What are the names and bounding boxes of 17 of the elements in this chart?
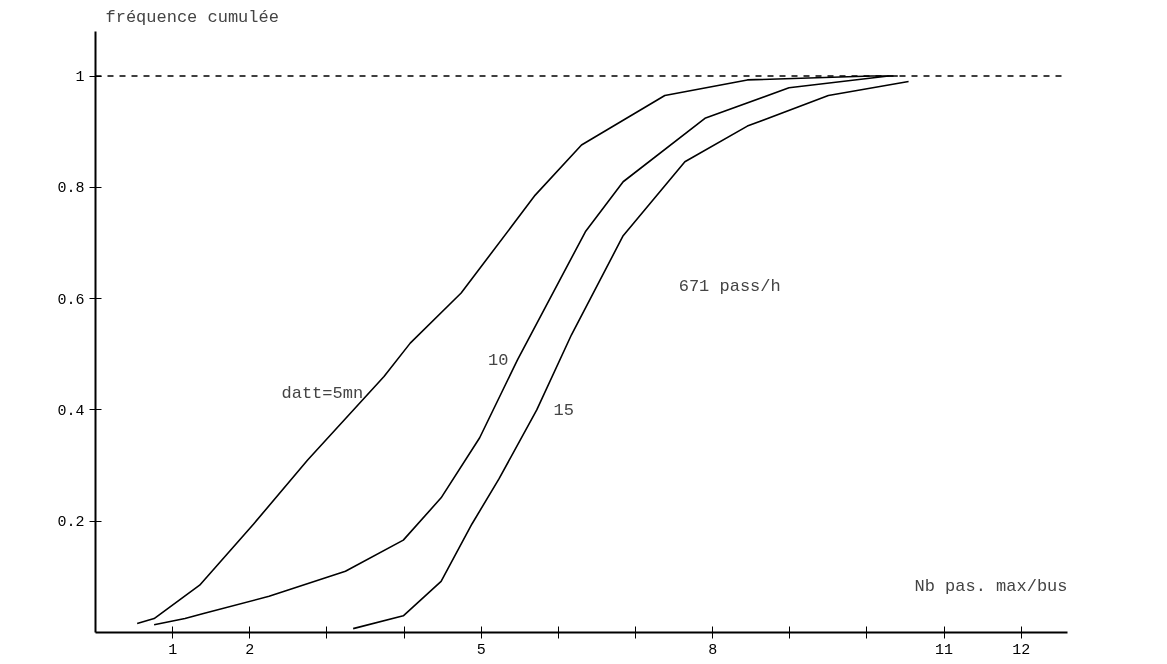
y-tick-label: 1 [75, 69, 85, 87]
series-label: 15 [553, 401, 574, 421]
annotation: 671 pass/h [678, 276, 781, 296]
series-label: datt=5mn [281, 383, 364, 403]
x-tick-label: 12 [1012, 641, 1031, 659]
y-tick-label: 0.6 [57, 291, 85, 309]
y-tick-label: 0.2 [57, 514, 85, 532]
x-axis-title: Nb pas. max/bus [914, 577, 1068, 597]
x-tick-label: 11 [935, 641, 954, 659]
y-tick-label: 0.8 [57, 180, 85, 198]
series-label: 10 [487, 351, 509, 371]
y-tick-label: 0.4 [57, 402, 85, 420]
x-tick-label: 8 [708, 641, 718, 659]
x-tick-label: 1 [168, 641, 178, 659]
y-axis-title: fréquence cumulée [105, 7, 279, 27]
x-tick-label: 2 [245, 641, 255, 659]
x-tick-label: 5 [476, 641, 486, 659]
